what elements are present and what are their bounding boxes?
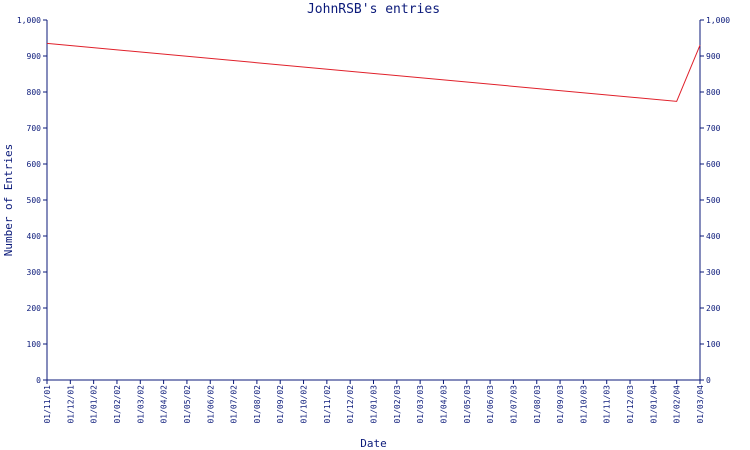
- x-tick-label: 01/03/02: [136, 385, 145, 424]
- y-tick-label-right: 1,000: [706, 16, 730, 25]
- axes: [46, 20, 701, 381]
- y-tick-label-left: 800: [27, 88, 42, 97]
- x-tick-label: 01/08/03: [533, 385, 542, 424]
- y-tick-label-right: 500: [706, 196, 721, 205]
- x-tick-label: 01/04/02: [160, 385, 169, 424]
- y-tick-label-right: 800: [706, 88, 721, 97]
- x-tick-label: 01/01/03: [370, 385, 379, 424]
- x-tick-label: 01/02/04: [673, 385, 682, 424]
- x-tick-label: 01/05/02: [183, 385, 192, 424]
- x-tick-label: 01/03/04: [696, 385, 705, 424]
- y-tick-label-left: 200: [27, 304, 42, 313]
- y-tick-label-left: 900: [27, 52, 42, 61]
- x-tick-label: 01/02/02: [113, 385, 122, 424]
- x-tick-label: 01/12/02: [346, 385, 355, 424]
- y-ticks-right: 0 100 200 300 400 500 600 700 800 900 1,000: [700, 16, 730, 385]
- y-tick-label-right: 400: [706, 232, 721, 241]
- y-tick-label-right: 600: [706, 160, 721, 169]
- x-tick-label: 01/09/02: [276, 385, 285, 424]
- chart-title: JohnRSB's entries: [307, 2, 440, 17]
- x-ticks: 01/11/01 01/12/01 01/01/02 01/02/02 01/03/02…: [43, 380, 705, 424]
- y-tick-label-left: 300: [27, 268, 42, 277]
- x-tick-label: 01/07/02: [230, 385, 239, 424]
- series: [46, 42, 701, 102]
- y-tick-label-right: 100: [706, 340, 721, 349]
- x-tick-label: 01/12/03: [626, 385, 635, 424]
- x-tick-label: 01/05/03: [463, 385, 472, 424]
- y-tick-label-left: 600: [27, 160, 42, 169]
- y-tick-label-left: 0: [36, 376, 41, 385]
- x-tick-label: 01/07/03: [509, 385, 518, 424]
- x-tick-label: 01/04/03: [439, 385, 448, 424]
- x-tick-label: 01/09/03: [556, 385, 565, 424]
- y-ticks-left: 0 100 200 300 400 500 600 700 800 900 1,000: [17, 16, 47, 385]
- x-tick-label: 01/02/03: [393, 385, 402, 424]
- x-axis-label: Date: [360, 437, 387, 450]
- y-tick-label-right: 900: [706, 52, 721, 61]
- y-tick-label-right: 700: [706, 124, 721, 133]
- x-tick-label: 01/01/02: [90, 385, 99, 424]
- y-tick-label-right: 0: [706, 376, 711, 385]
- x-tick-label: 01/10/02: [300, 385, 309, 424]
- x-tick-label: 01/11/03: [603, 385, 612, 424]
- series-line: [46, 42, 701, 102]
- x-tick-label: 01/11/01: [43, 385, 52, 424]
- y-axis-label: Number of Entries: [2, 144, 15, 257]
- y-tick-label-right: 300: [706, 268, 721, 277]
- x-tick-label: 01/10/03: [579, 385, 588, 424]
- y-tick-label-right: 200: [706, 304, 721, 313]
- x-tick-label: 01/08/02: [253, 385, 262, 424]
- x-tick-label: 01/03/03: [416, 385, 425, 424]
- x-tick-label: 01/06/02: [206, 385, 215, 424]
- y-tick-label-left: 100: [27, 340, 42, 349]
- y-tick-label-left: 500: [27, 196, 42, 205]
- x-tick-label: 01/12/01: [66, 385, 75, 424]
- y-tick-label-left: 700: [27, 124, 42, 133]
- y-tick-label-left: 400: [27, 232, 42, 241]
- y-tick-label-left: 1,000: [17, 16, 41, 25]
- x-tick-label: 01/01/04: [649, 385, 658, 424]
- x-tick-label: 01/11/02: [323, 385, 332, 424]
- x-tick-label: 01/06/03: [486, 385, 495, 424]
